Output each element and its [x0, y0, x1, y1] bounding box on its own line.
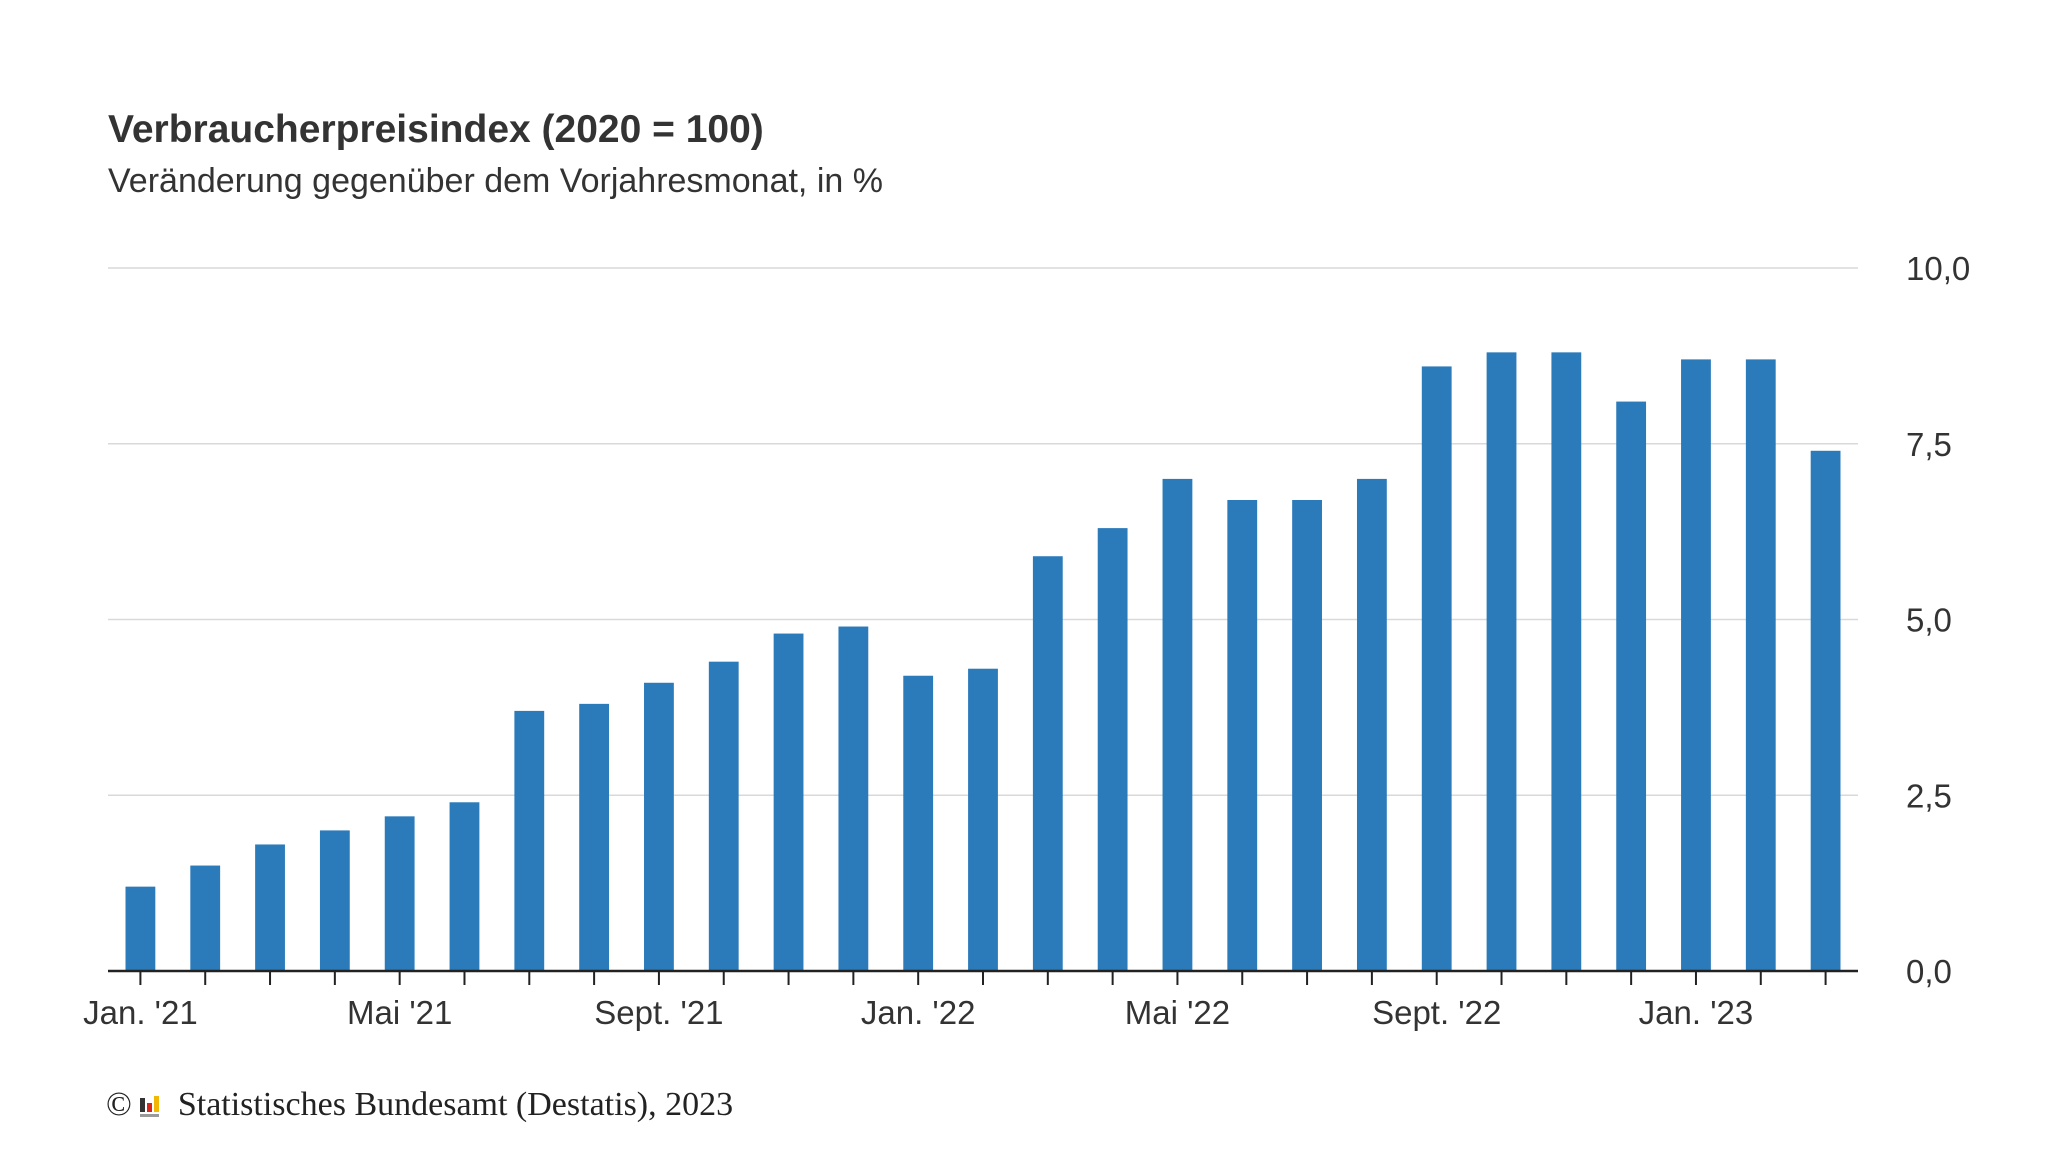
destatis-logo-icon: [139, 1096, 159, 1117]
x-tick-label: Mai '22: [1125, 994, 1230, 1031]
y-tick-label: 10,0: [1906, 250, 1970, 287]
bar: [773, 633, 804, 971]
bar: [1486, 352, 1517, 971]
x-tick-label: Jan. '23: [1639, 994, 1754, 1031]
y-tick-label: 0,0: [1906, 953, 1952, 990]
x-axis: [108, 969, 1858, 985]
y-tick-label: 5,0: [1906, 602, 1952, 639]
bar: [579, 703, 610, 971]
bar: [708, 661, 739, 971]
bar: [125, 886, 156, 971]
bar: [1810, 450, 1841, 971]
bar: [1292, 499, 1322, 971]
x-tick-label: Sept. '22: [1372, 994, 1501, 1031]
y-tick-label: 7,5: [1906, 426, 1952, 463]
bar: [1551, 352, 1582, 971]
bar: [190, 865, 221, 971]
bar: [319, 830, 350, 971]
y-tick-label: 2,5: [1906, 777, 1952, 814]
bar: [1097, 528, 1128, 971]
bar: [514, 710, 545, 971]
bar: [644, 682, 674, 971]
bar: [1421, 366, 1452, 971]
x-tick-label: Mai '21: [347, 994, 452, 1031]
axis-labels: 0,0 2,5 5,0 7,5 10,0 Jan. '21 Mai '21 Sept. '21…: [83, 250, 1970, 1031]
bar: [1227, 499, 1258, 971]
bars: [125, 352, 1841, 971]
bar: [903, 675, 934, 971]
bar: [255, 844, 285, 971]
bar: [1745, 359, 1776, 971]
bar: [1681, 359, 1711, 971]
source-text: Statistisches Bundesamt (Destatis), 2023: [177, 1086, 734, 1123]
x-tick-label: Jan. '21: [83, 994, 198, 1031]
x-tick-label: Jan. '22: [861, 994, 976, 1031]
bar: [838, 626, 869, 971]
copyright-symbol: ©: [106, 1086, 132, 1123]
bar: [1356, 478, 1387, 971]
chart-title: Verbraucherpreisindex (2020 = 100): [108, 108, 764, 151]
bar: [1032, 556, 1063, 971]
bar: [1616, 401, 1647, 971]
source-footer: © Statistisches Bundesamt (Destatis), 20…: [106, 1086, 733, 1124]
chart-subtitle: Veränderung gegenüber dem Vorjahresmonat…: [108, 162, 883, 200]
bar: [384, 816, 415, 971]
bar: [449, 802, 480, 971]
bar: [968, 668, 998, 971]
bar: [1162, 478, 1193, 971]
x-tick-label: Sept. '21: [594, 994, 723, 1031]
